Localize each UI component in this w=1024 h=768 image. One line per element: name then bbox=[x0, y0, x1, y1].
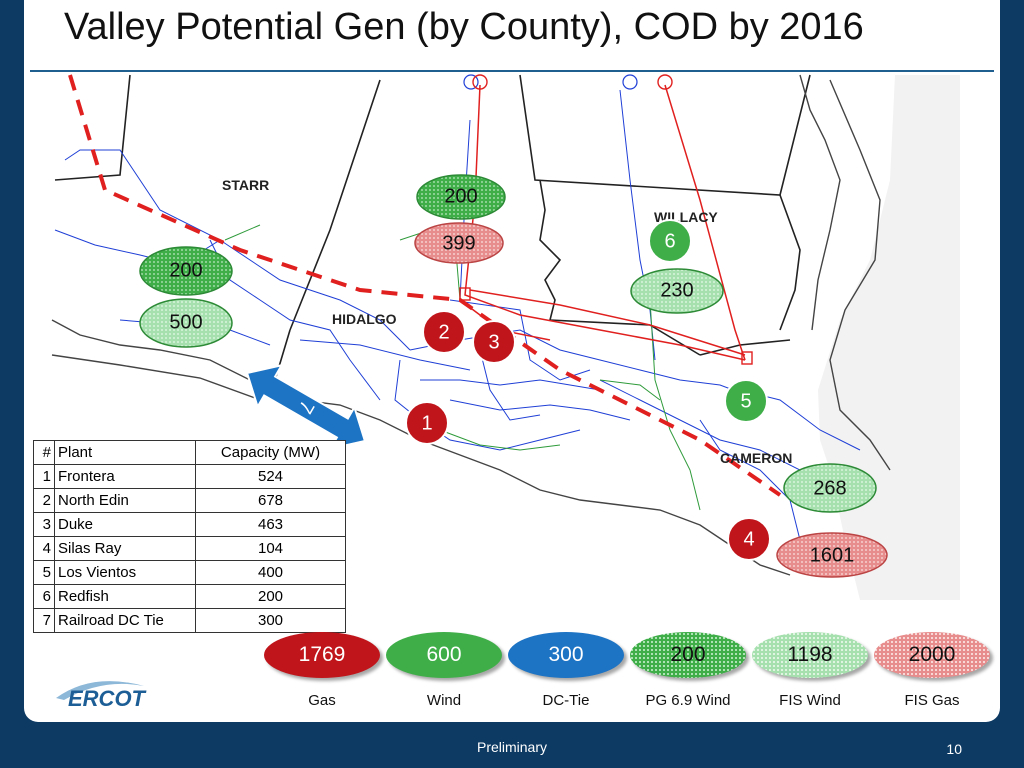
legend-oval: 300 bbox=[508, 632, 624, 678]
legend-item-fis-wind: 1198 FIS Wind bbox=[750, 632, 870, 709]
ercot-logo-icon bbox=[56, 681, 144, 700]
table-row: 5 Los Vientos 400 bbox=[33, 560, 346, 585]
table-cell: 463 bbox=[195, 512, 346, 537]
legend-oval: 1769 bbox=[264, 632, 380, 678]
plant-marker-number: 3 bbox=[488, 331, 499, 353]
table-cell: 104 bbox=[195, 536, 346, 561]
capacity-badge: 268 bbox=[783, 463, 877, 513]
badge-text: 268 bbox=[813, 477, 846, 499]
capacity-badge: 1601 bbox=[776, 532, 888, 578]
page-number: 10 bbox=[946, 741, 962, 757]
plant-marker-number: 4 bbox=[743, 528, 754, 550]
plant-marker-1: 1 bbox=[405, 401, 449, 445]
transmission-map: STARR HIDALGO WILLACY CAMERON 200 399 20… bbox=[51, 74, 960, 600]
gulf-area bbox=[818, 75, 960, 600]
table-cell: Los Vientos bbox=[54, 560, 196, 585]
table-row: 2 North Edin 678 bbox=[33, 488, 346, 513]
plant-capacity-table: # Plant Capacity (MW) 1 Frontera 524 2 N… bbox=[33, 440, 346, 633]
plant-marker-6: 6 bbox=[648, 219, 692, 263]
legend-label: FIS Gas bbox=[904, 692, 960, 709]
capacity-badge: 200 bbox=[416, 174, 506, 220]
ercot-logo: ERCOT bbox=[68, 686, 145, 711]
legend-item-pg-wind: 200 PG 6.9 Wind bbox=[628, 632, 748, 709]
plant-marker-5: 5 bbox=[724, 379, 768, 423]
table-cell: 678 bbox=[195, 488, 346, 513]
plant-marker-3: 3 bbox=[472, 320, 516, 364]
table-cell: Frontera bbox=[54, 464, 196, 489]
legend-item-gas: 1769 Gas bbox=[262, 632, 382, 709]
plant-marker-number: 1 bbox=[421, 412, 432, 434]
coastline bbox=[51, 74, 891, 576]
county-label-hidalgo: HIDALGO bbox=[332, 311, 397, 327]
capacity-badge: 399 bbox=[414, 222, 504, 264]
plant-marker-2: 2 bbox=[422, 310, 466, 354]
table-row: 4 Silas Ray 104 bbox=[33, 536, 346, 561]
badge-text: 1601 bbox=[810, 544, 855, 566]
table-header-cell: Plant bbox=[54, 440, 196, 465]
table-cell: 5 bbox=[33, 560, 55, 585]
plant-marker-number: 2 bbox=[438, 321, 449, 343]
legend: 1769 Gas 600 Wind 300 DC-Tie 200 PG 6.9 … bbox=[262, 632, 1000, 712]
legend-label: PG 6.9 Wind bbox=[645, 692, 731, 709]
badge-text: 200 bbox=[169, 259, 202, 281]
dc-tie-arrow: 7 bbox=[245, 363, 367, 451]
table-row: 6 Redfish 200 bbox=[33, 584, 346, 609]
legend-oval: 600 bbox=[386, 632, 502, 678]
legend-item-fis-gas: 2000 FIS Gas bbox=[872, 632, 992, 709]
title-divider bbox=[30, 70, 994, 72]
table-header-cell: # bbox=[33, 440, 55, 465]
badge-text: 500 bbox=[169, 311, 202, 333]
badge-text: 399 bbox=[442, 232, 475, 254]
table-cell: 3 bbox=[33, 512, 55, 537]
table-cell: Silas Ray bbox=[54, 536, 196, 561]
table-cell: 524 bbox=[195, 464, 346, 489]
legend-label: FIS Wind bbox=[779, 692, 841, 709]
plant-marker-number: 5 bbox=[740, 390, 751, 412]
table-row: 1 Frontera 524 bbox=[33, 464, 346, 489]
legend-item-dc-tie: 300 DC-Tie bbox=[506, 632, 626, 709]
legend-oval: 200 bbox=[630, 632, 746, 678]
legend-label: Wind bbox=[426, 692, 462, 709]
table-row: 7 Railroad DC Tie 300 bbox=[33, 608, 346, 633]
footer-status: Preliminary bbox=[476, 739, 547, 755]
badge-text: 200 bbox=[444, 185, 477, 207]
badge-text: 230 bbox=[660, 279, 693, 301]
table-header-cell: Capacity (MW) bbox=[195, 440, 346, 465]
table-cell: Duke bbox=[54, 512, 196, 537]
table-cell: 400 bbox=[195, 560, 346, 585]
capacity-badge: 230 bbox=[630, 268, 724, 314]
substation-markers bbox=[463, 74, 638, 90]
slide-canvas: Valley Potential Gen (by County), COD by… bbox=[24, 0, 1000, 722]
table-cell: 4 bbox=[33, 536, 55, 561]
table-cell: North Edin bbox=[54, 488, 196, 513]
table-cell: 2 bbox=[33, 488, 55, 513]
table-cell: 1 bbox=[33, 464, 55, 489]
legend-item-wind: 600 Wind bbox=[384, 632, 504, 709]
county-label-cameron: CAMERON bbox=[720, 450, 792, 466]
table-row: 3 Duke 463 bbox=[33, 512, 346, 537]
slide-title: Valley Potential Gen (by County), COD by… bbox=[64, 6, 864, 48]
capacity-badge: 200 bbox=[139, 246, 233, 296]
legend-label: DC-Tie bbox=[542, 692, 590, 709]
county-label-starr: STARR bbox=[222, 177, 269, 193]
capacity-badge: 500 bbox=[139, 298, 233, 348]
table-header-row: # Plant Capacity (MW) bbox=[33, 440, 346, 465]
table-cell: Railroad DC Tie bbox=[54, 608, 196, 633]
plant-marker-4: 4 bbox=[727, 517, 771, 561]
legend-label: Gas bbox=[308, 692, 336, 709]
legend-oval: 1198 bbox=[752, 632, 868, 678]
legend-oval: 2000 bbox=[874, 632, 990, 678]
table-cell: 6 bbox=[33, 584, 55, 609]
table-cell: 200 bbox=[195, 584, 346, 609]
table-cell: 300 bbox=[195, 608, 346, 633]
plant-marker-number: 6 bbox=[664, 230, 675, 252]
table-cell: Redfish bbox=[54, 584, 196, 609]
substation-markers-red bbox=[459, 74, 753, 365]
table-cell: 7 bbox=[33, 608, 55, 633]
